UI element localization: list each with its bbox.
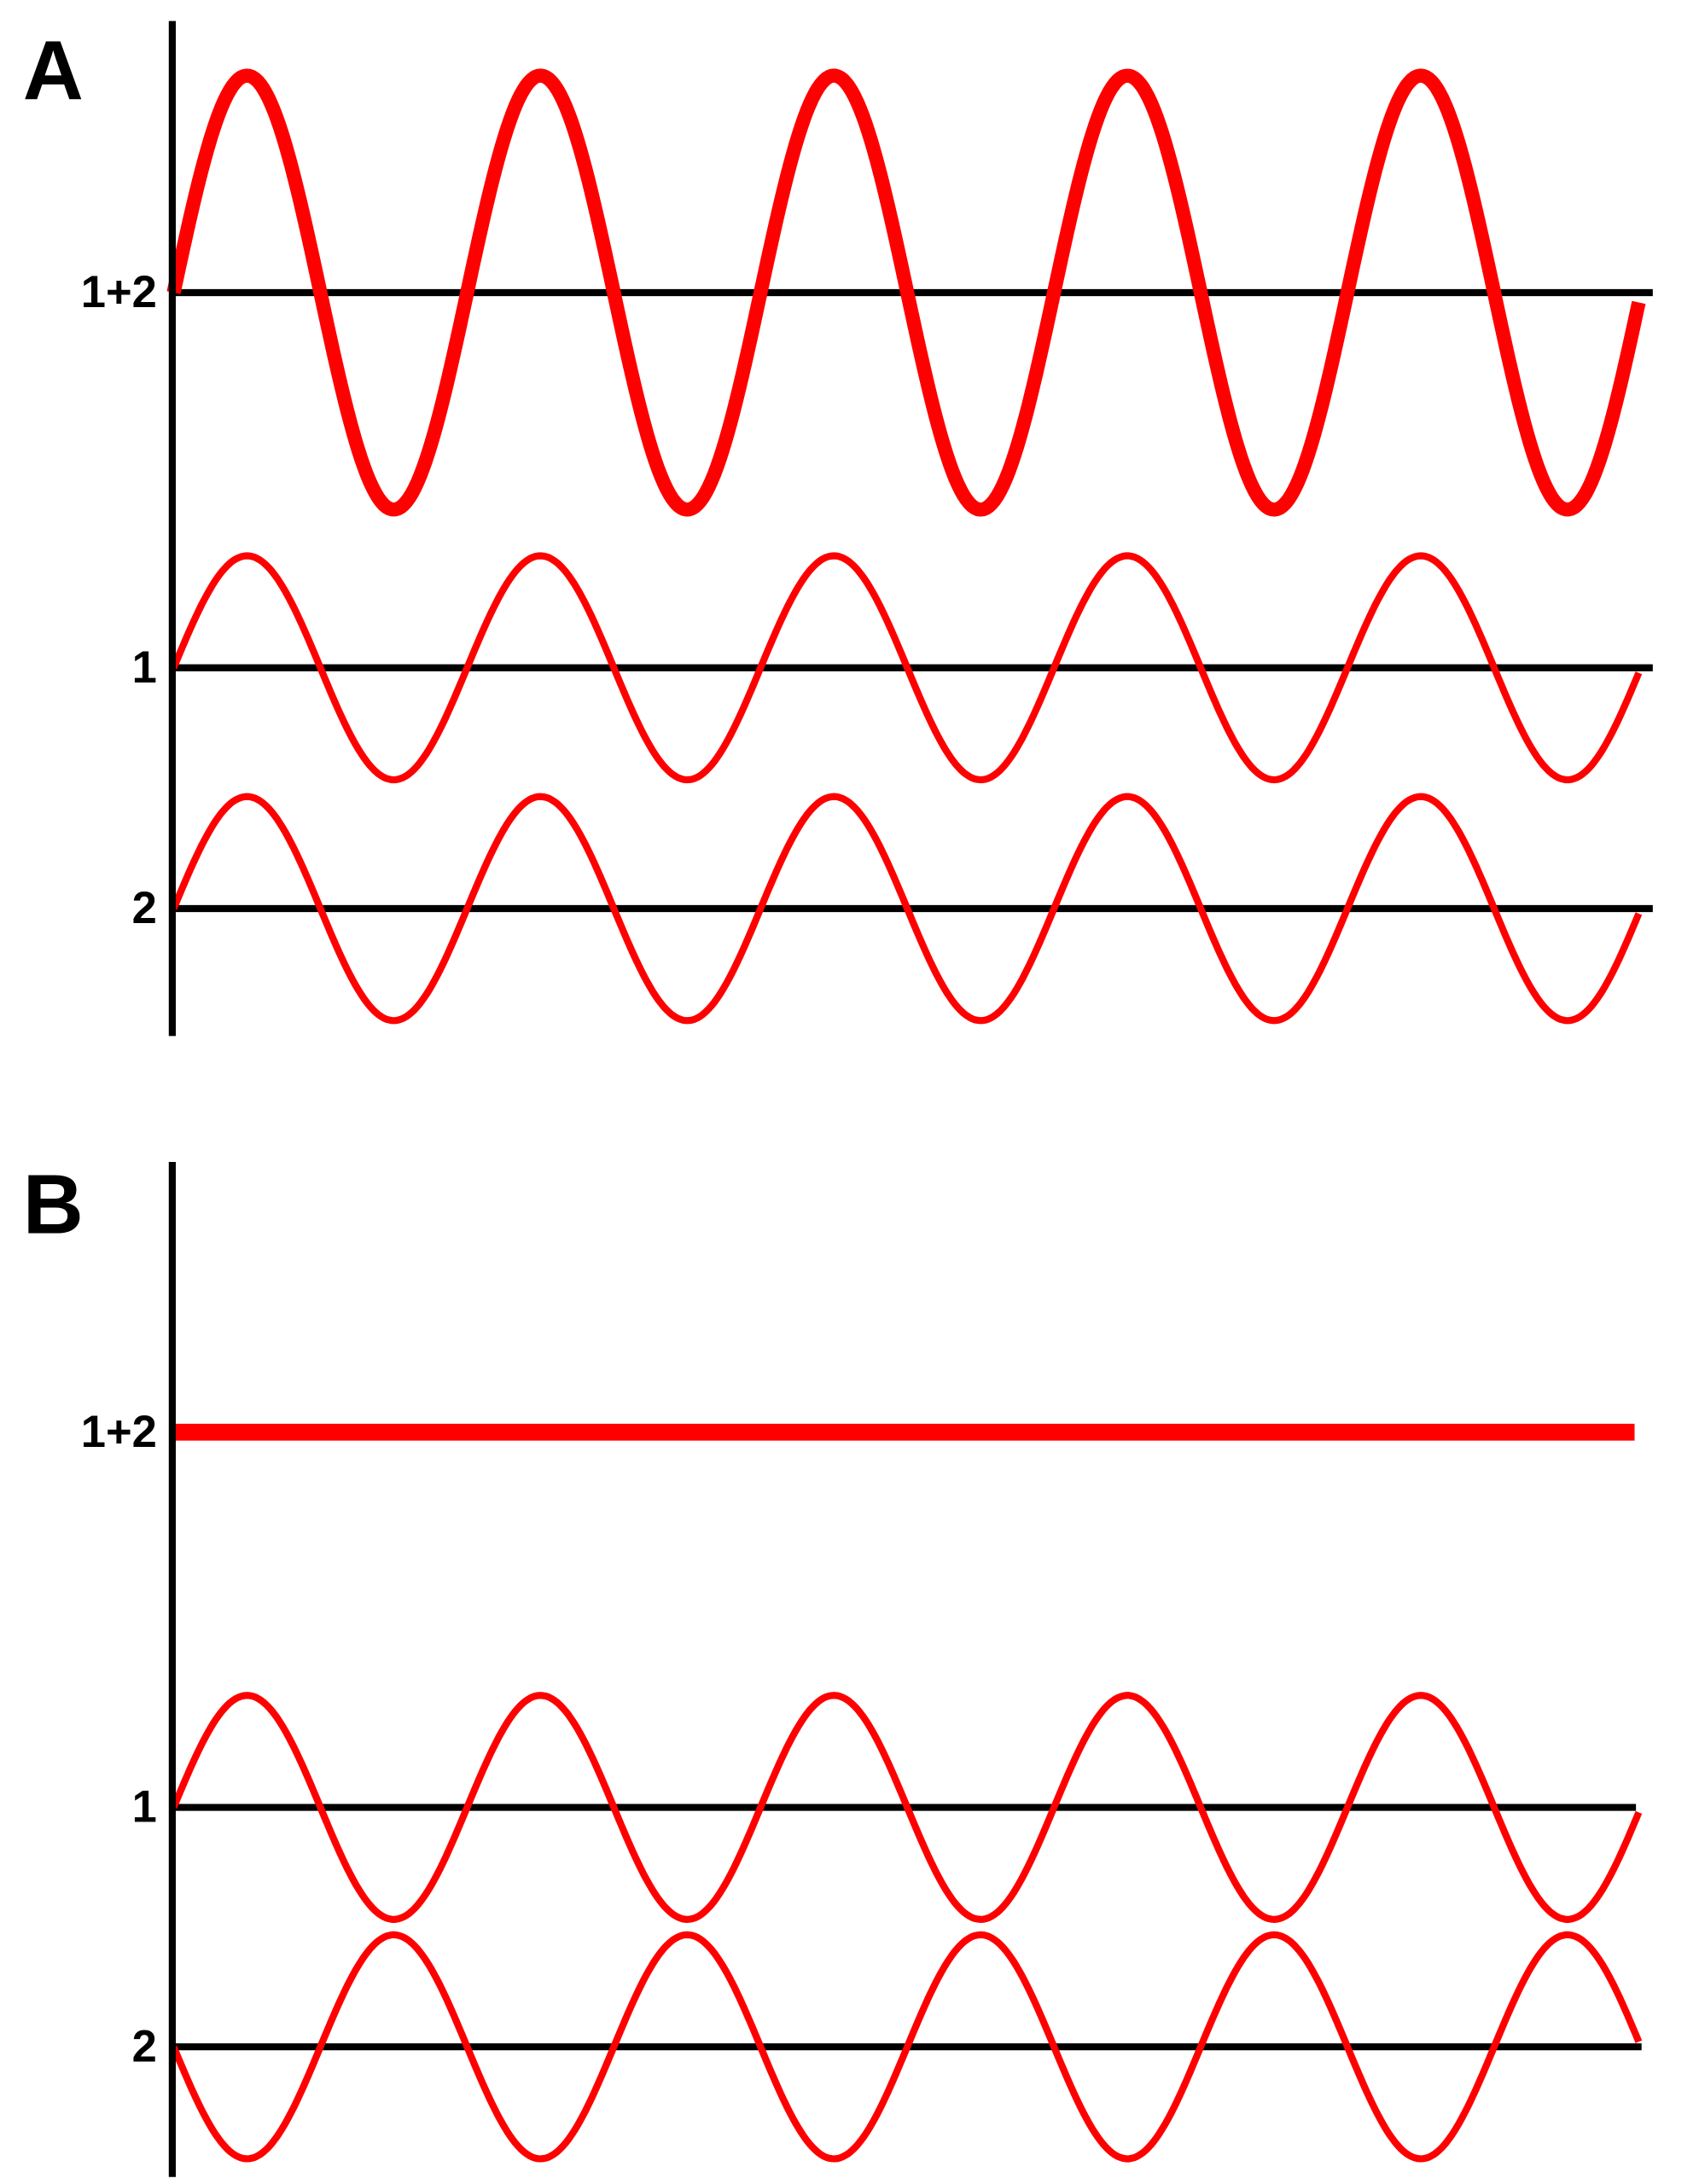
wave — [170, 793, 1643, 1025]
row-label: 1+2 — [81, 1407, 157, 1457]
wave — [170, 1931, 1643, 2163]
wave — [170, 1692, 1643, 1923]
row-label: 1 — [132, 642, 157, 693]
row-label: 1 — [132, 1782, 157, 1833]
row-label: 2 — [132, 883, 157, 933]
wave — [166, 68, 1646, 517]
panel-label: B — [23, 1158, 84, 1252]
row-label: 1+2 — [81, 267, 157, 317]
row-label: 2 — [132, 2021, 157, 2071]
wave — [170, 552, 1643, 784]
panel-label: A — [23, 23, 84, 117]
